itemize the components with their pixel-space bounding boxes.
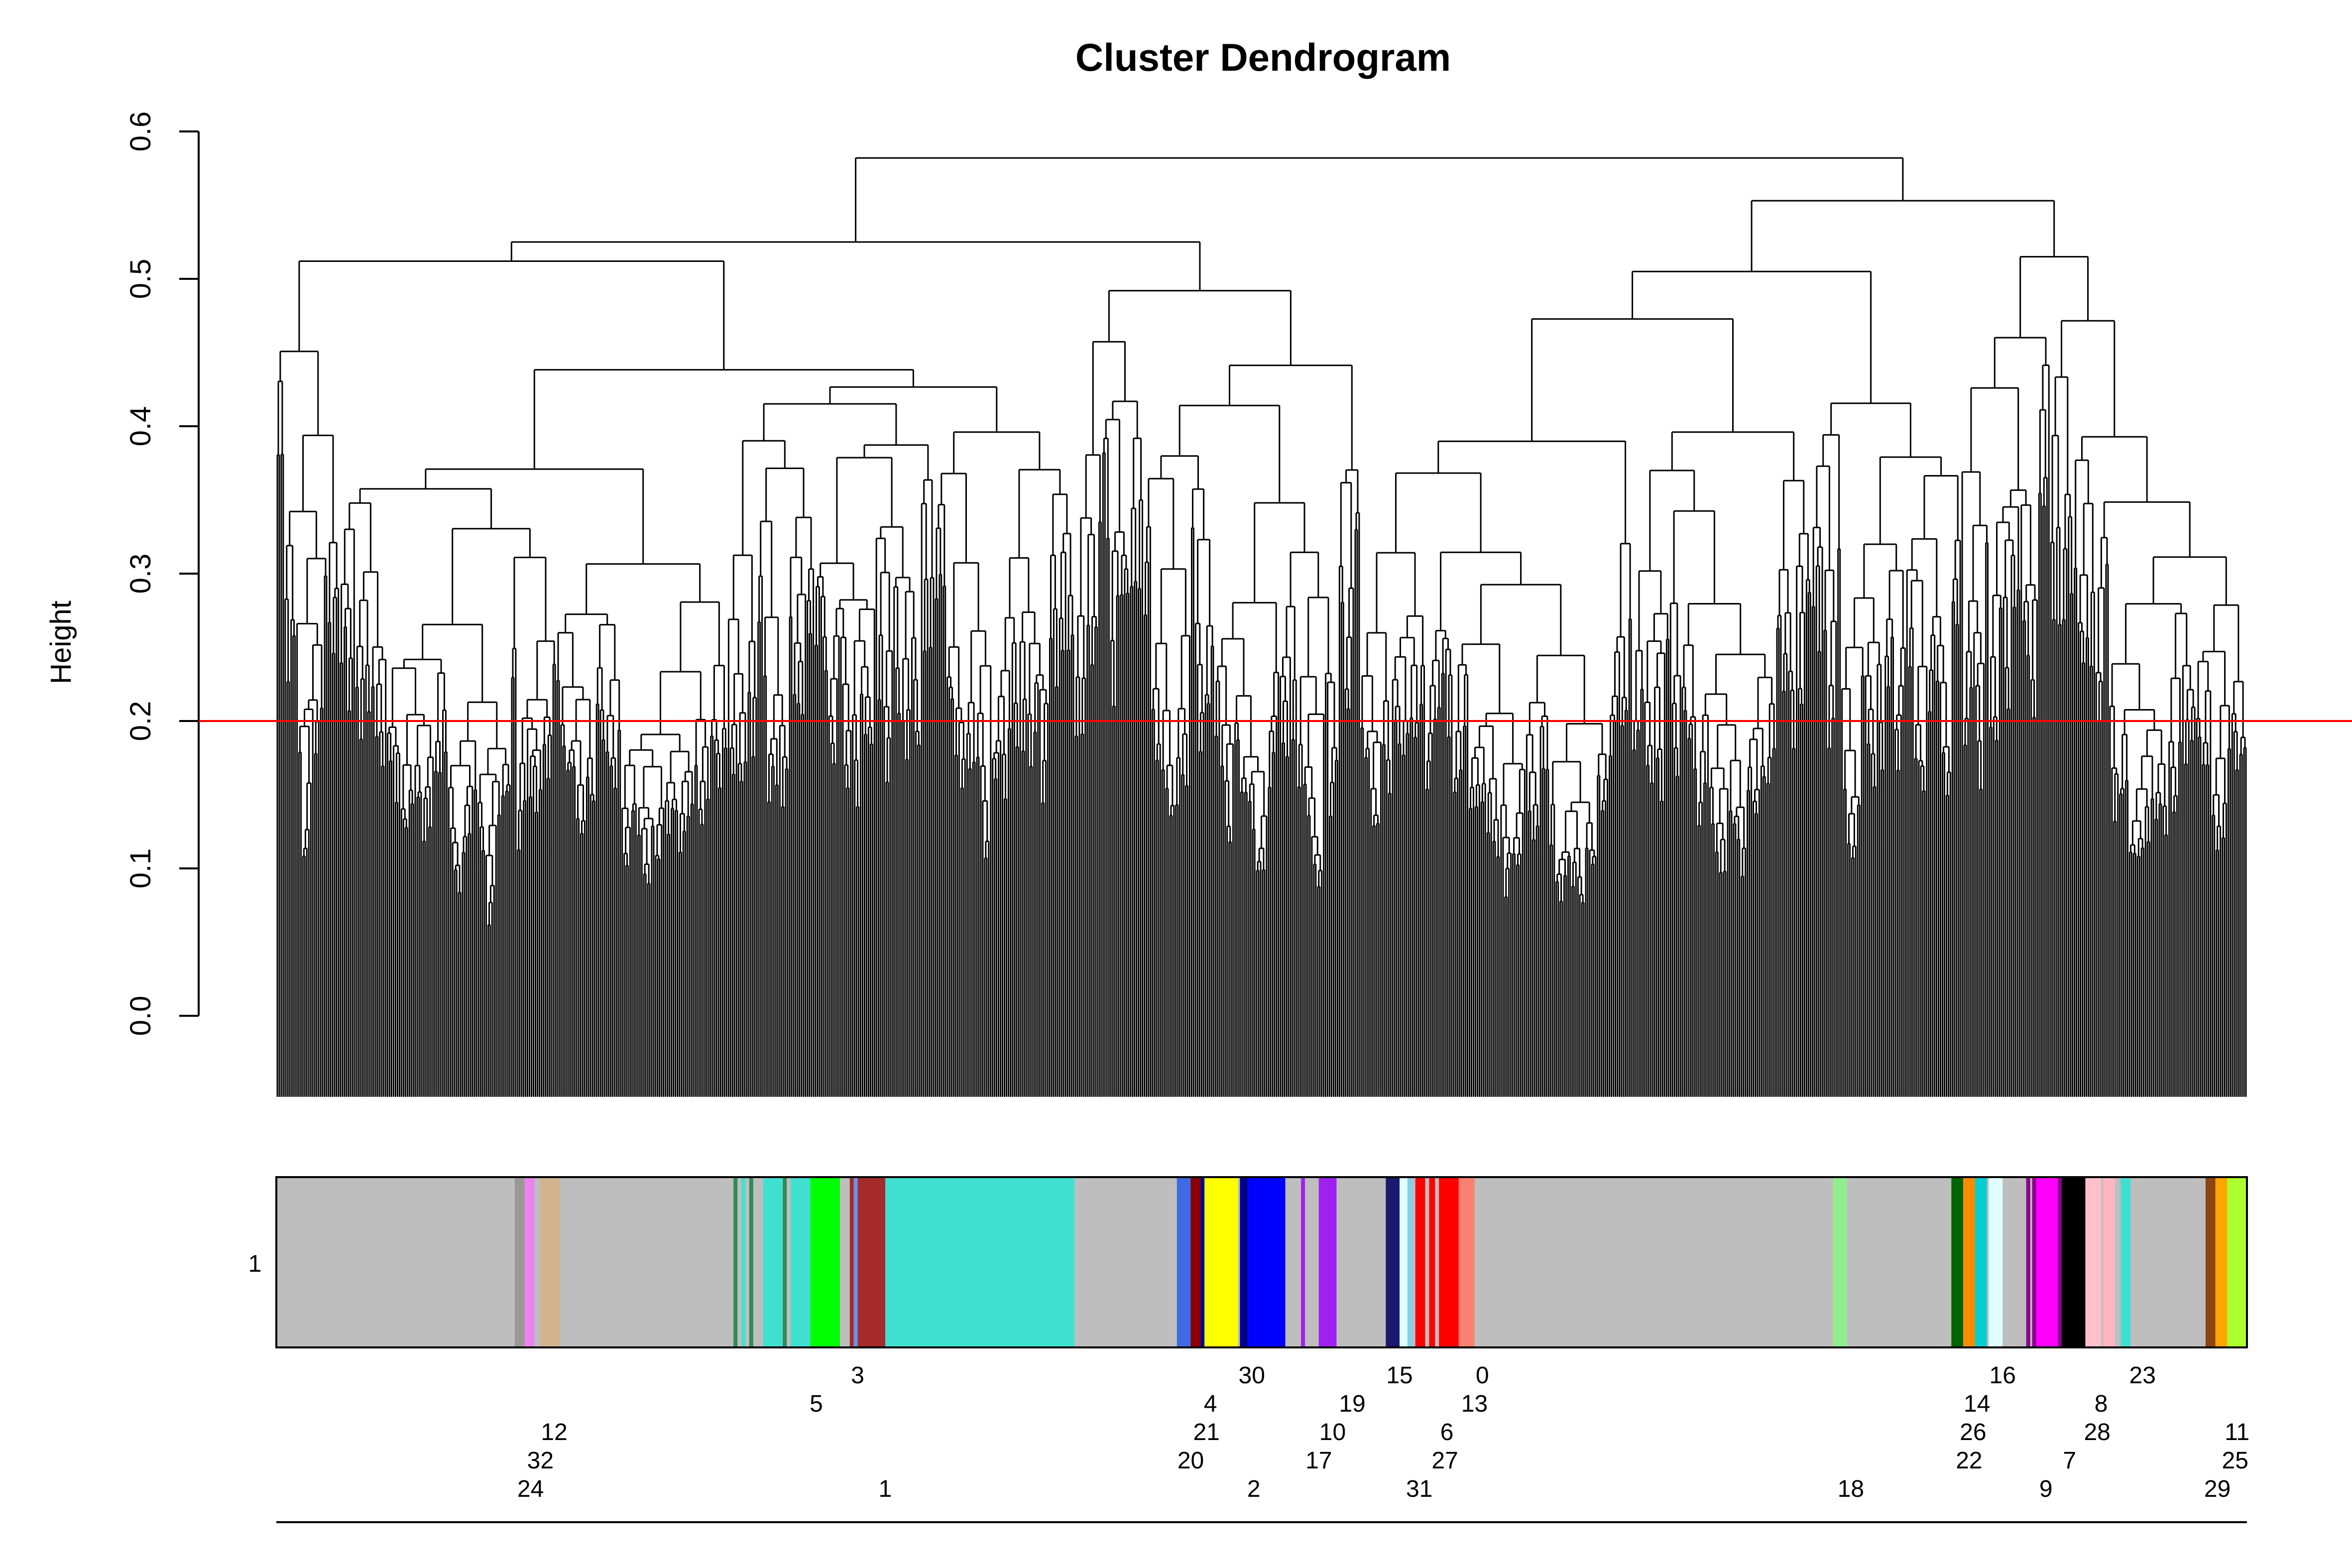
color-bar-segment [514, 1177, 525, 1347]
color-bar-segment [1415, 1177, 1425, 1347]
module-label: 14 [1964, 1391, 1990, 1417]
y-tick-label: 0.3 [124, 554, 157, 594]
color-bar-segment [885, 1177, 1074, 1347]
module-label: 32 [527, 1447, 554, 1474]
color-bar-segment [1386, 1177, 1400, 1347]
module-label: 7 [2063, 1447, 2076, 1474]
color-bar-segment [1429, 1177, 1435, 1347]
color-bar-segment [540, 1177, 560, 1347]
module-label: 25 [2222, 1447, 2248, 1474]
y-tick-label: 0.6 [124, 112, 157, 152]
module-label: 5 [810, 1391, 823, 1417]
color-bar-segment [1975, 1177, 1987, 1347]
color-bar-segment [2085, 1177, 2102, 1347]
module-label: 26 [1960, 1419, 1986, 1446]
module-label: 13 [1461, 1391, 1488, 1417]
color-bar-frame [275, 1176, 2248, 1348]
color-bar-segment [1176, 1177, 1191, 1347]
color-bar-segment [2032, 1177, 2036, 1347]
y-axis-label: Height [45, 601, 77, 684]
module-label: 1 [879, 1476, 892, 1502]
module-label: 16 [1990, 1362, 2016, 1389]
color-bar-segment [810, 1177, 840, 1347]
color-bar-segment [2026, 1177, 2030, 1347]
color-bar-segment [791, 1177, 811, 1347]
color-bar-segment [2205, 1177, 2216, 1347]
color-bar-segment [1204, 1177, 1238, 1347]
module-color-bar [275, 1176, 2248, 1348]
color-bar-segment [741, 1177, 746, 1347]
module-label: 0 [1476, 1362, 1489, 1389]
module-label: 22 [1956, 1447, 1982, 1474]
module-label: 6 [1440, 1419, 1454, 1446]
module-label: 2 [1247, 1476, 1261, 1502]
color-bar-segment [1248, 1177, 1286, 1347]
module-label: 10 [1319, 1419, 1346, 1446]
color-bar-segment [2215, 1177, 2228, 1347]
color-bar-segment [1963, 1177, 1975, 1347]
color-bar-segment [2103, 1177, 2115, 1347]
module-label: 8 [2095, 1391, 2108, 1417]
color-bar-segment [1200, 1177, 1205, 1347]
color-bar-segment [853, 1177, 858, 1347]
y-axis-ticks: 0.0 0.1 0.2 0.3 0.4 0.5 0.6 [124, 112, 199, 1036]
module-label: 15 [1386, 1362, 1412, 1389]
module-label: 19 [1339, 1391, 1365, 1417]
module-label: 30 [1239, 1362, 1265, 1389]
y-tick-label: 0.4 [124, 406, 157, 447]
module-label: 31 [1406, 1476, 1432, 1502]
color-bar-row-label: 1 [248, 1251, 262, 1277]
color-bar-segment [2227, 1177, 2247, 1347]
module-label: 4 [1204, 1391, 1217, 1417]
color-bar-segment [524, 1177, 535, 1347]
module-label: 24 [517, 1476, 544, 1502]
chart-title: Cluster Dendrogram [1075, 35, 1451, 79]
color-bar-segment [763, 1177, 783, 1347]
module-label: 21 [1193, 1419, 1219, 1446]
color-bar-segment [849, 1177, 854, 1347]
module-label: 28 [2084, 1419, 2110, 1446]
color-bar-segment [1318, 1177, 1337, 1347]
color-bar-segment [1407, 1177, 1413, 1347]
y-tick-label: 0.2 [124, 701, 157, 741]
module-label: 17 [1305, 1447, 1332, 1474]
color-bar-segment [1439, 1177, 1459, 1347]
color-bar-segment [749, 1177, 753, 1347]
color-bar-segment [2058, 1177, 2062, 1347]
module-label: 9 [2039, 1476, 2053, 1502]
color-bar-segment [1989, 1177, 2003, 1347]
color-bar-segment [783, 1177, 787, 1347]
y-tick-label: 0.1 [124, 848, 157, 889]
color-bar-segment [1833, 1177, 1847, 1347]
color-bar-segment [1301, 1177, 1305, 1347]
color-bar-segment [2061, 1177, 2086, 1347]
module-label: 27 [1431, 1447, 1458, 1474]
dendrogram-tree [276, 157, 2247, 1097]
color-bar-segment [1458, 1177, 1475, 1347]
y-tick-label: 0.0 [124, 996, 157, 1036]
y-tick-label: 0.5 [124, 259, 157, 299]
color-bar-segment [2036, 1177, 2058, 1347]
module-label: 20 [1177, 1447, 1204, 1474]
color-bar-segment [1400, 1177, 1408, 1347]
color-bar-segment [1190, 1177, 1201, 1347]
color-bar-segment [857, 1177, 886, 1347]
module-label: 3 [851, 1362, 864, 1389]
module-label: 18 [1838, 1476, 1864, 1502]
color-bar-segment [2120, 1177, 2131, 1347]
color-bar-segment [1951, 1177, 1964, 1347]
module-label: 12 [541, 1419, 567, 1446]
module-label: 29 [2204, 1476, 2231, 1502]
color-bar-segment [1240, 1177, 1248, 1347]
dendrogram-branches [276, 157, 2247, 1097]
color-bar-segment [733, 1177, 738, 1347]
module-label: 11 [2225, 1419, 2249, 1446]
module-label: 23 [2129, 1362, 2156, 1389]
